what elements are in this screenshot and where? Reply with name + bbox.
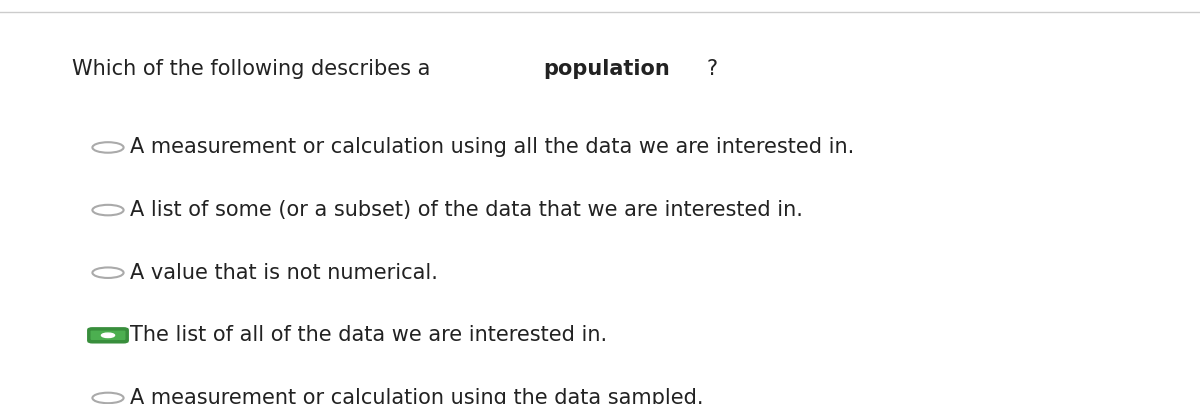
Text: population: population <box>542 59 670 79</box>
Text: The list of all of the data we are interested in.: The list of all of the data we are inter… <box>130 325 607 345</box>
Text: A list of some (or a subset) of the data that we are interested in.: A list of some (or a subset) of the data… <box>130 200 803 220</box>
Text: A value that is not numerical.: A value that is not numerical. <box>130 263 438 283</box>
Text: Which of the following describes a: Which of the following describes a <box>72 59 437 79</box>
Circle shape <box>102 333 114 337</box>
Text: A measurement or calculation using all the data we are interested in.: A measurement or calculation using all t… <box>130 137 854 158</box>
FancyBboxPatch shape <box>89 329 127 342</box>
Circle shape <box>92 330 124 341</box>
Text: A measurement or calculation using the data sampled.: A measurement or calculation using the d… <box>130 388 703 404</box>
Text: ?: ? <box>707 59 718 79</box>
